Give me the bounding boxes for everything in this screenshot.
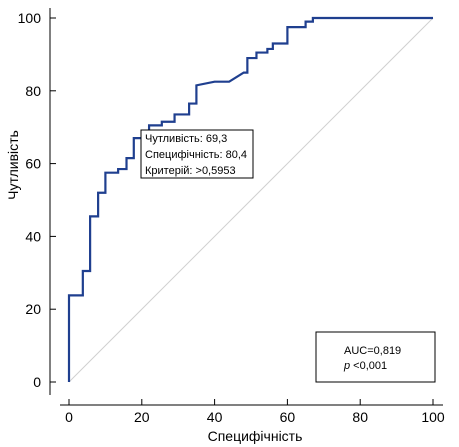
p-value: p <0,001 [343,360,387,372]
x-tick-label: 40 [207,409,223,425]
p-rest: <0,001 [350,360,387,372]
auc-box [315,331,436,383]
criterion-threshold: Критерій: >0,5953 [145,165,236,177]
auc-annotation: AUC=0,819 p <0,001 [315,331,436,383]
x-tick-group: 0 20 40 60 80 100 [65,399,445,425]
y-tick-label: 40 [25,228,41,244]
auc-value: AUC=0,819 [344,345,401,357]
criterion-annotation: Чутливість: 69,3 Специфічність: 80,4 Кри… [140,129,254,179]
reference-diagonal [68,17,434,383]
x-tick-label: 100 [421,409,445,425]
y-tick-label: 60 [25,156,41,172]
y-tick-group: 0 20 40 60 80 100 [18,10,56,390]
x-tick-label: 60 [280,409,296,425]
criterion-box [140,129,254,179]
y-tick-label: 0 [33,374,41,390]
y-tick-label: 20 [25,301,41,317]
x-tick-label: 80 [352,409,368,425]
y-tick-label: 80 [25,83,41,99]
x-axis-title: Специфічність [208,428,303,444]
criterion-sensitivity: Чутливість: 69,3 [145,133,227,145]
x-tick-label: 0 [65,409,73,425]
p-symbol: p [343,360,350,372]
criterion-specificity: Специфічність: 80,4 [145,149,247,161]
y-axis-title: Чутливість [5,130,21,200]
x-tick-label: 20 [134,409,150,425]
y-tick-label: 100 [18,10,42,26]
roc-curve [67,16,433,382]
